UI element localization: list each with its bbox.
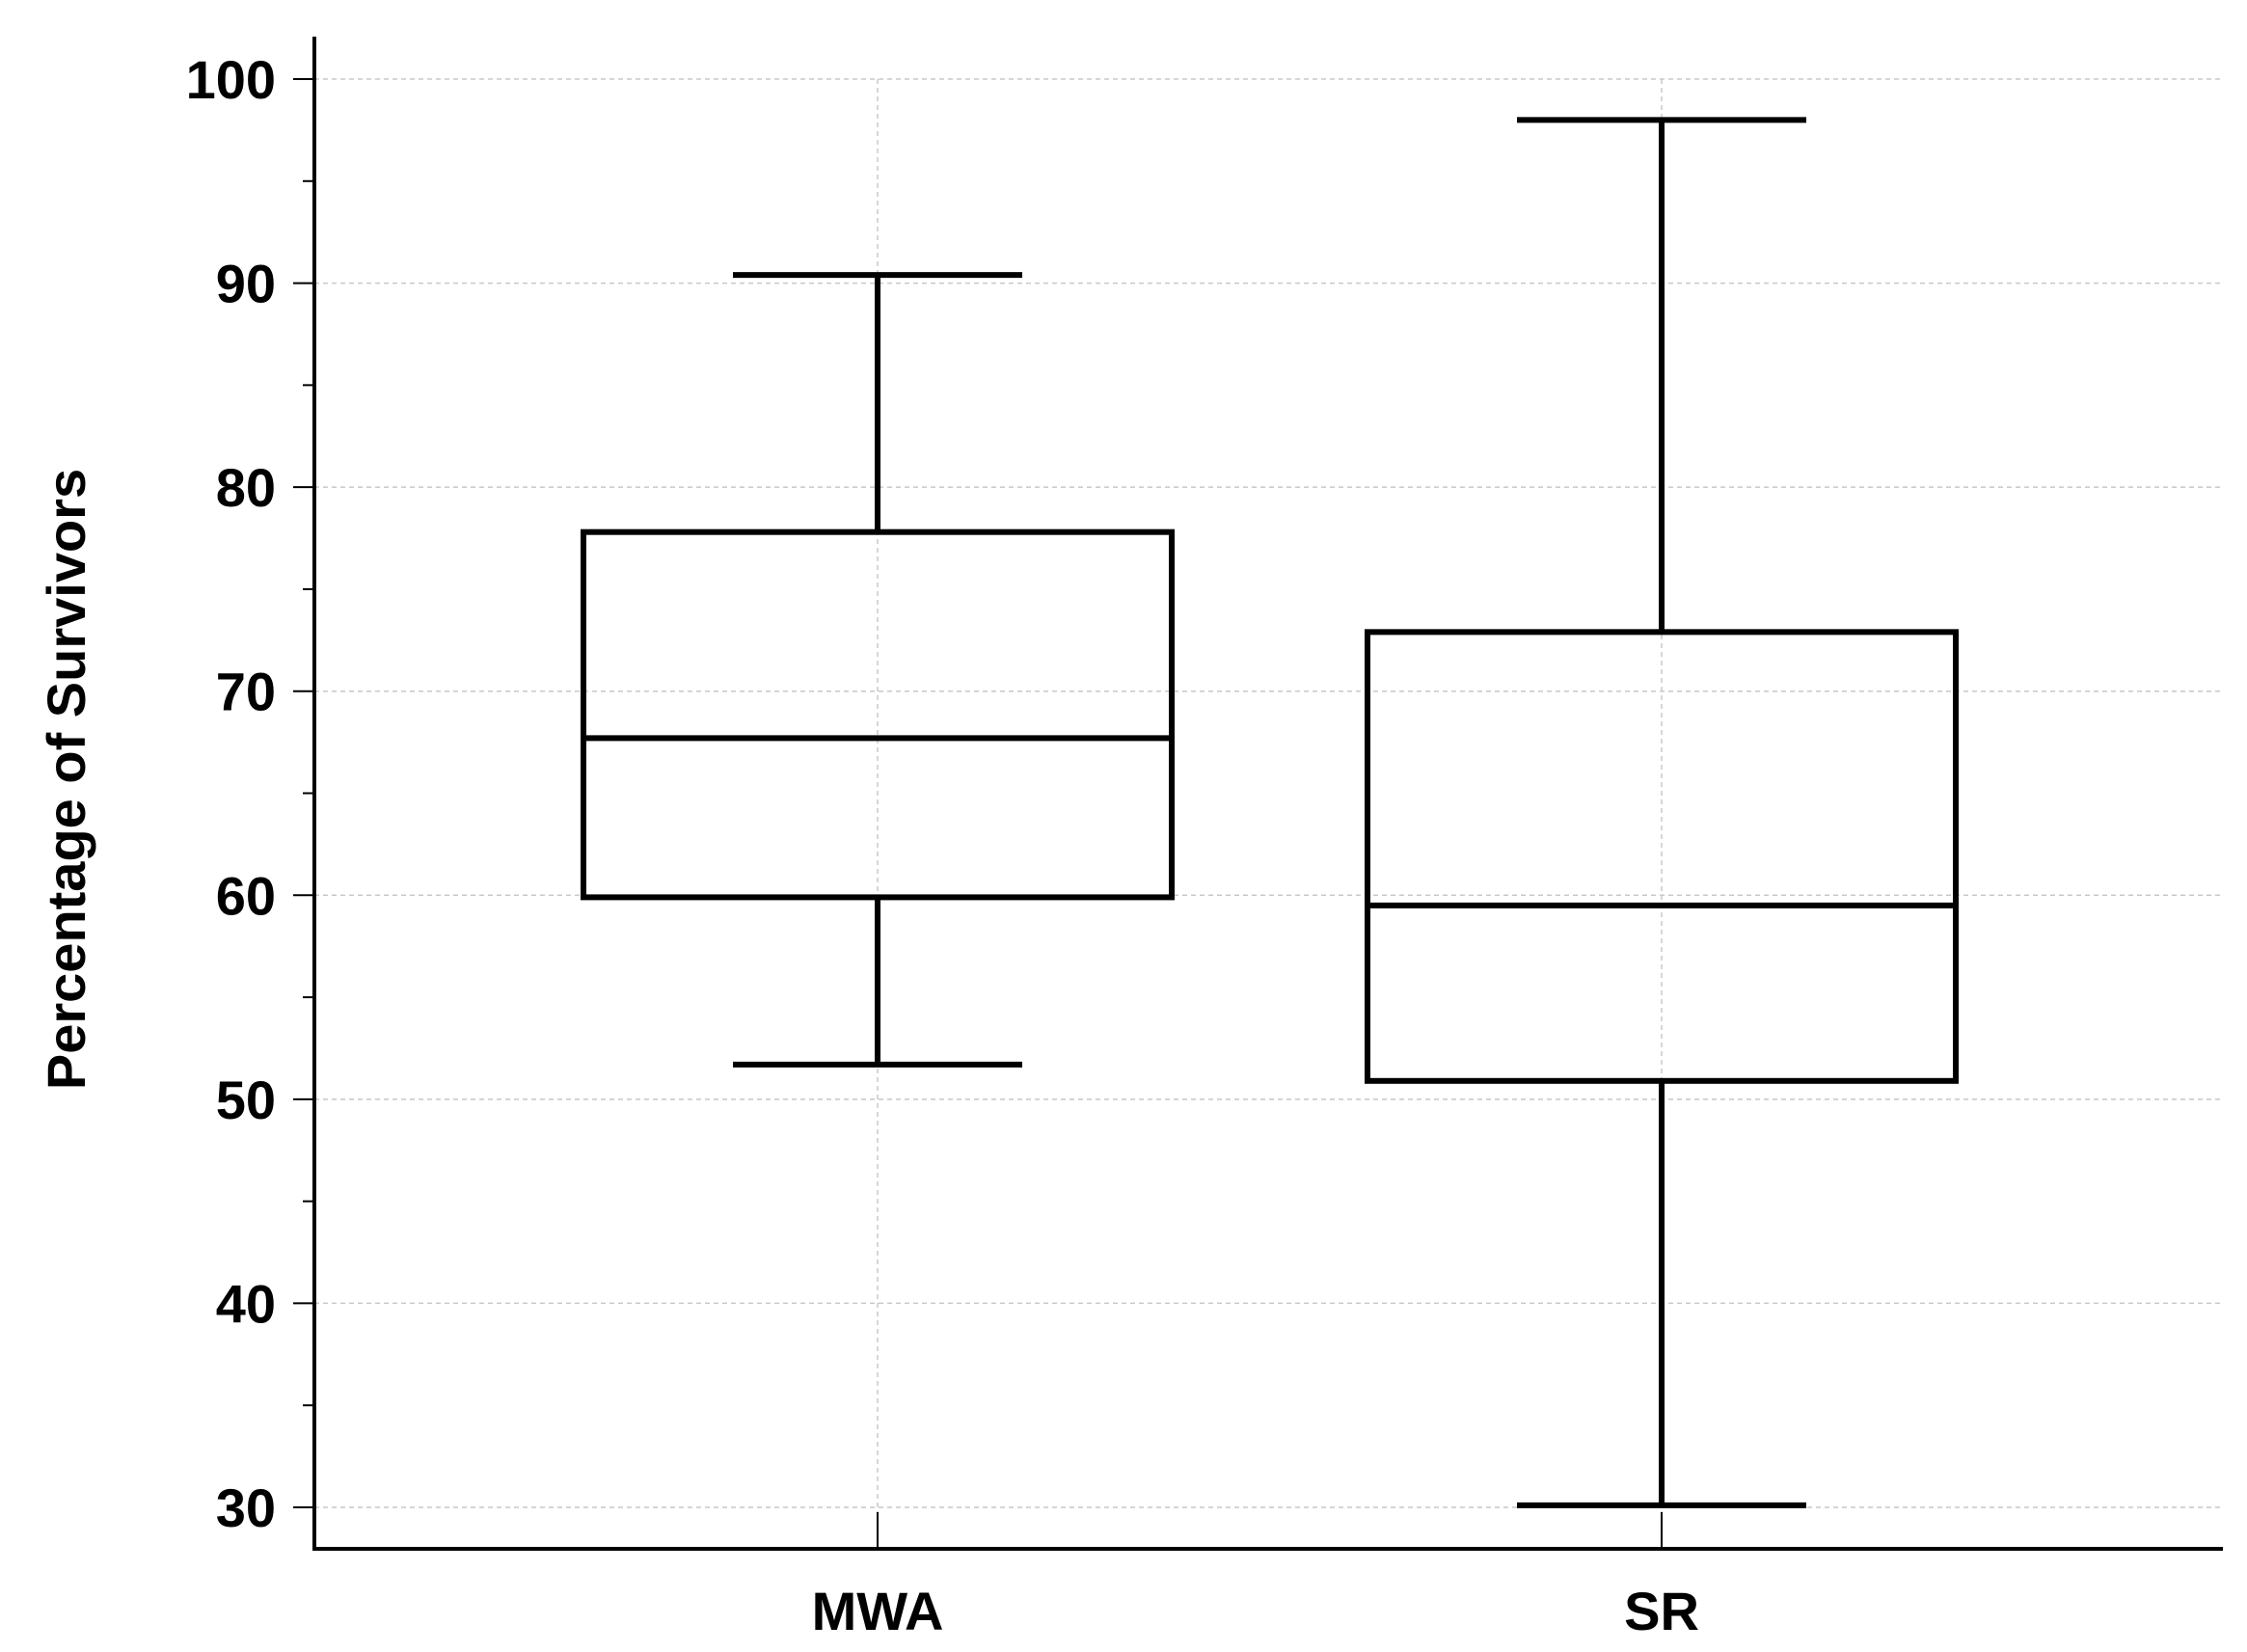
axes [312, 37, 2223, 1551]
y-tick-label-50: 50 [216, 1070, 276, 1130]
y-ticks: 30 40 50 60 70 80 90 100 [186, 49, 1663, 1549]
iqr-box-sr [1365, 629, 1959, 1084]
x-tick-label-mwa: MWA [812, 1581, 944, 1641]
y-tick-label-30: 30 [216, 1477, 276, 1538]
category-labels: MWA SR [812, 1581, 1699, 1641]
y-tick-label-40: 40 [216, 1273, 276, 1334]
y-axis-title: Percentage of Survivors [36, 469, 96, 1090]
x-tick-label-sr: SR [1624, 1581, 1699, 1641]
y-tick-label-100: 100 [186, 49, 276, 110]
box-sr [1365, 117, 1959, 1508]
box-mwa [581, 272, 1175, 1068]
y-tick-label-60: 60 [216, 865, 276, 926]
y-tick-label-90: 90 [216, 254, 276, 314]
iqr-box-mwa [581, 528, 1175, 901]
grid-lines [314, 78, 2223, 1549]
boxes [581, 117, 1959, 1508]
y-tick-label-80: 80 [216, 457, 276, 518]
y-tick-label-70: 70 [216, 662, 276, 722]
